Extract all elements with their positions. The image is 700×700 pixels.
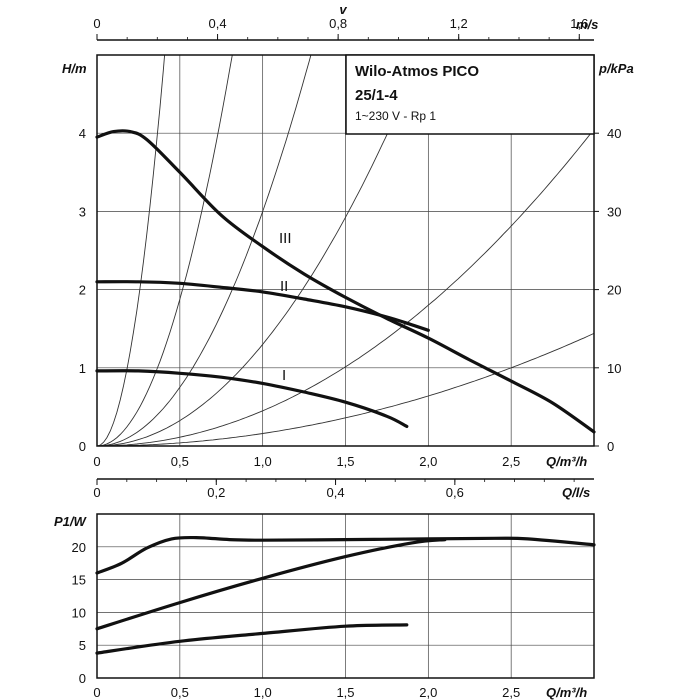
y-tick-label: 3 — [79, 204, 86, 219]
system-curves — [96, 54, 595, 447]
y-axis-label-pressure: p/kPa — [598, 61, 634, 76]
y-axis-label-power: P1/W — [54, 514, 88, 529]
x-tick-label: 1,5 — [336, 685, 354, 700]
pressure-tick-label: 10 — [607, 361, 621, 376]
pressure-tick-label: 30 — [607, 204, 621, 219]
y-axis-label-head: H/m — [62, 61, 87, 76]
x-tick-label: 2,0 — [419, 454, 437, 469]
y-tick-label: 0 — [79, 671, 86, 686]
x-axis-label-flow: Q/m³/h — [546, 454, 587, 469]
flow-ls-tick-label: 0,4 — [327, 485, 345, 500]
x-tick-label: 0,5 — [171, 685, 189, 700]
power-curve-II — [95, 538, 447, 631]
x-tick-label: 0,5 — [171, 454, 189, 469]
x-tick-label: 2,5 — [502, 685, 520, 700]
pressure-tick-label: 0 — [607, 439, 614, 454]
velocity-tick-label: 0,8 — [329, 16, 347, 31]
velocity-axis-title: v — [339, 2, 347, 17]
system-curve — [96, 54, 312, 447]
bottom-chart-frame — [96, 513, 595, 679]
x-axis-label-flow-bottom: Q/m³/h — [546, 685, 587, 700]
curve-label-II: II — [280, 278, 288, 295]
chart-model: 25/1-4 — [355, 87, 398, 104]
system-curve — [97, 332, 595, 447]
title-box — [345, 54, 595, 135]
velocity-tick-label: 0 — [93, 16, 100, 31]
y-tick-label: 10 — [72, 605, 86, 620]
pressure-tick-label: 20 — [607, 283, 621, 298]
bottom-chart-ticks: 0 0,5 1,0 1,5 2,0 2,5 0 5 10 15 20 0 0,2 0,4 0,6 — [72, 479, 575, 700]
system-curve — [96, 54, 166, 447]
bottom-grid — [97, 514, 594, 678]
flow-ls-axis-label: Q/l/s — [562, 485, 590, 500]
y-tick-label: 20 — [72, 540, 86, 555]
y-tick-label: 1 — [79, 361, 86, 376]
pressure-tick-label: 40 — [607, 126, 621, 141]
curve-label-III: III — [279, 230, 292, 247]
velocity-axis-unit: m/s — [576, 17, 598, 32]
flow-ls-tick-label: 0,2 — [207, 485, 225, 500]
flow-ls-tick-label: 0 — [93, 485, 100, 500]
y-tick-label: 4 — [79, 126, 86, 141]
chart-title: Wilo-Atmos PICO — [355, 63, 479, 80]
x-tick-label: 2,5 — [502, 454, 520, 469]
system-curve — [97, 129, 595, 447]
x-tick-label: 0 — [93, 685, 100, 700]
power-curve-I — [95, 623, 409, 655]
power-curve-III — [95, 535, 596, 575]
velocity-tick-label: 1,2 — [450, 16, 468, 31]
y-tick-label: 15 — [72, 573, 86, 588]
x-tick-label: 1,0 — [254, 685, 272, 700]
x-tick-label: 2,0 — [419, 685, 437, 700]
curve-label-I: I — [282, 367, 286, 384]
chart-spec: 1~230 V - Rp 1 — [355, 109, 436, 123]
x-tick-label: 0 — [93, 454, 100, 469]
flow-ls-tick-label: 0,6 — [446, 485, 464, 500]
x-tick-label: 1,0 — [254, 454, 272, 469]
pump-curves — [95, 129, 596, 434]
head-curve-I — [95, 369, 409, 428]
head-curve-II — [95, 280, 430, 332]
velocity-tick-label: 0,4 — [209, 16, 227, 31]
velocity-tick-label: 1,6 — [570, 16, 588, 31]
y-tick-label: 5 — [79, 638, 86, 653]
system-curve — [97, 54, 423, 447]
y-tick-label: 0 — [79, 439, 86, 454]
system-curve — [96, 54, 233, 447]
y-tick-label: 2 — [79, 283, 86, 298]
power-curves — [95, 535, 596, 655]
head-curve-III — [95, 129, 596, 434]
x-tick-label: 1,5 — [336, 454, 354, 469]
